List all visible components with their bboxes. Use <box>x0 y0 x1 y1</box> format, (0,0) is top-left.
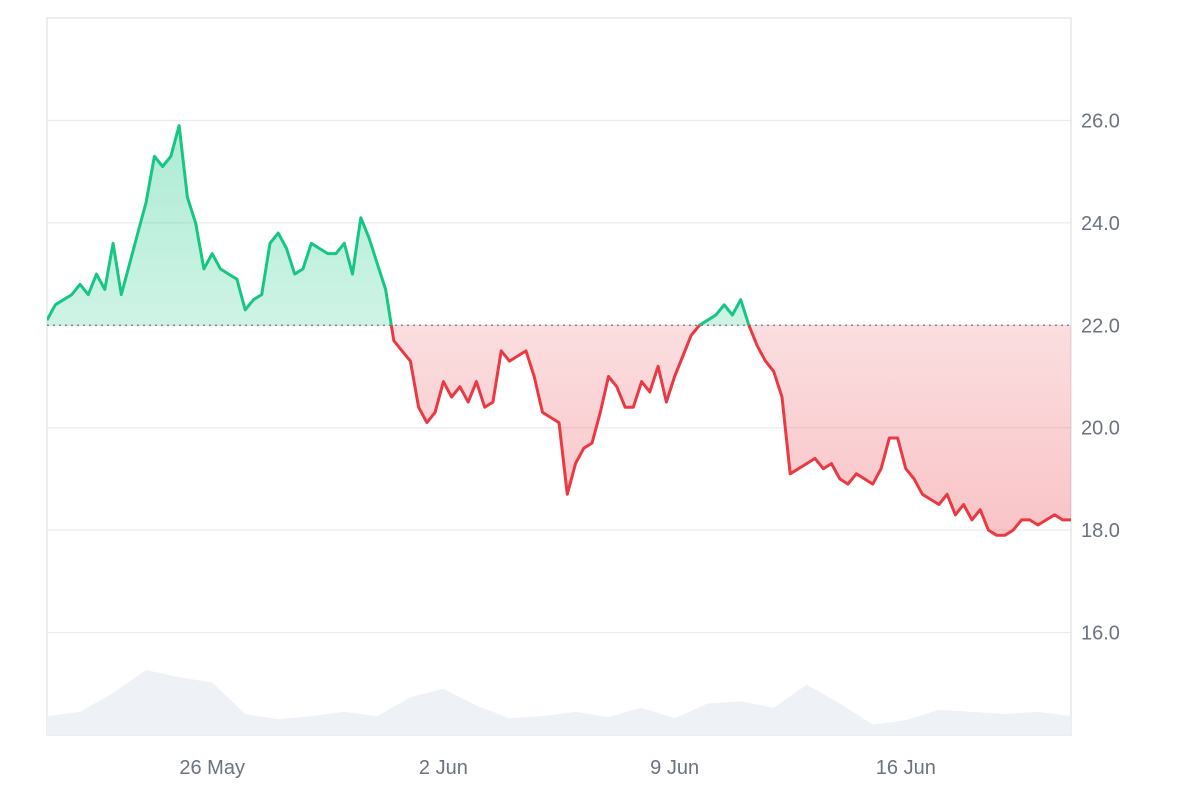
x-axis: 26 May 2 Jun 9 Jun 16 Jun <box>179 757 936 779</box>
y-axis: 16.0 18.0 20.0 22.0 24.0 26.0 <box>1081 110 1120 644</box>
x-tick-label: 9 Jun <box>650 757 699 779</box>
above-baseline-fill <box>47 125 749 326</box>
y-tick-label: 18.0 <box>1081 520 1120 542</box>
x-tick-label: 26 May <box>179 757 245 779</box>
x-tick-label: 2 Jun <box>419 757 468 779</box>
y-tick-label: 26.0 <box>1081 110 1120 132</box>
y-tick-label: 22.0 <box>1081 315 1120 337</box>
below-baseline-fill <box>47 325 1071 536</box>
y-tick-label: 24.0 <box>1081 213 1120 235</box>
price-line-above <box>47 124 751 326</box>
volume-area <box>47 669 1071 735</box>
y-tick-label: 20.0 <box>1081 418 1120 440</box>
price-line-below <box>389 325 1071 537</box>
x-tick-label: 16 Jun <box>876 757 936 779</box>
y-tick-label: 16.0 <box>1081 623 1120 645</box>
